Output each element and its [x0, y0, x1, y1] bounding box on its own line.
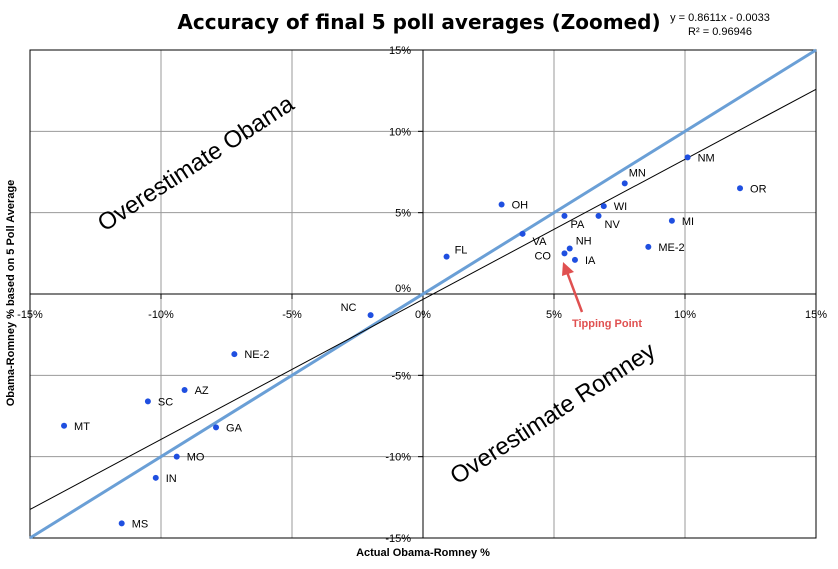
x-axis-label: Actual Obama-Romney % [356, 547, 490, 559]
point-label: IA [585, 255, 596, 267]
data-point [621, 180, 628, 187]
data-point [213, 424, 220, 431]
data-point [144, 398, 151, 405]
tick-labels: -15% -10% -5% 0% 5% 10% 15% -15% -10% -5% 5% 10% 15%… [17, 45, 827, 545]
point-label: IN [166, 473, 177, 485]
point-label: FL [455, 245, 468, 257]
y-tick-label: 10% [389, 126, 411, 138]
data-point [181, 386, 188, 393]
point-label: NC [341, 302, 357, 314]
point-label: WI [614, 201, 627, 213]
data-point [443, 253, 450, 260]
point-label: SC [158, 396, 173, 408]
y-tick-label: -10% [385, 452, 411, 464]
x-tick-label: -15% [17, 309, 43, 321]
data-point [519, 230, 526, 237]
y-tick-label: -15% [385, 533, 411, 545]
x-tick-label: 0% [415, 309, 431, 321]
x-tick-label: -5% [282, 309, 302, 321]
annotation-overestimate-obama: Overestimate Obama [93, 90, 300, 237]
data-point [645, 243, 652, 250]
data-point [498, 201, 505, 208]
point-label: NH [576, 235, 592, 247]
point-label: VA [533, 236, 548, 248]
y-tick-label: 15% [389, 45, 411, 57]
chart-title: Accuracy of final 5 poll averages (Zoome… [177, 10, 661, 34]
y-axis-label: Obama-Romney % based on 5 Poll Average [5, 180, 17, 407]
data-point [600, 203, 607, 210]
point-label: NM [698, 152, 715, 164]
data-point [561, 212, 568, 219]
data-point [152, 474, 159, 481]
data-point [668, 217, 675, 224]
reference-line-y-equals-x [29, 48, 817, 540]
x-tick-label: 5% [546, 309, 562, 321]
data-point [367, 312, 374, 319]
x-tick-label: -10% [148, 309, 174, 321]
data-point [173, 453, 180, 460]
point-label: OR [750, 183, 767, 195]
data-point [231, 351, 238, 358]
annotation-overestimate-romney: Overestimate Romney [445, 337, 660, 490]
trendline [29, 88, 817, 510]
r-squared-text: R² = 0.96946 [688, 26, 752, 38]
point-label: ME-2 [658, 242, 684, 254]
tipping-point-arrow-shaft [565, 271, 584, 313]
point-label: MS [132, 518, 149, 530]
data-point [684, 154, 691, 161]
annotation-tipping-point: Tipping Point [572, 318, 642, 330]
point-label: NV [605, 219, 621, 231]
point-label: PA [570, 219, 585, 231]
data-point [595, 212, 602, 219]
point-label: GA [226, 422, 243, 434]
trendline-equation-text: y = 0.8611x - 0.0033 [670, 12, 770, 24]
y-tick-label: 0% [395, 283, 411, 295]
point-label: AZ [195, 385, 209, 397]
point-label: MO [187, 452, 205, 464]
point-label: MT [74, 421, 90, 433]
point-label: MI [682, 216, 694, 228]
y-tick-label: -5% [391, 370, 411, 382]
y-tick-label: 5% [395, 208, 411, 220]
fit-lines [29, 48, 817, 540]
point-label: NE-2 [244, 349, 269, 361]
data-point [61, 422, 68, 429]
data-point [571, 256, 578, 263]
point-label: CO [534, 250, 551, 262]
tipping-point-arrow-head [562, 262, 574, 276]
x-tick-label: 10% [674, 309, 696, 321]
data-point [561, 250, 568, 257]
x-tick-label: 15% [805, 309, 827, 321]
data-points: NM OR MN MI WI NV PA OH VA ME-2 NH IA CO FL NC NE-2 AZ SC… [61, 152, 767, 530]
point-label: OH [512, 200, 529, 212]
data-point [737, 185, 744, 192]
point-label: MN [629, 167, 646, 179]
data-point [118, 520, 125, 527]
trendline-equation: y = 0.8611x - 0.0033 R² = 0.96946 [640, 11, 800, 39]
data-point [566, 245, 573, 252]
